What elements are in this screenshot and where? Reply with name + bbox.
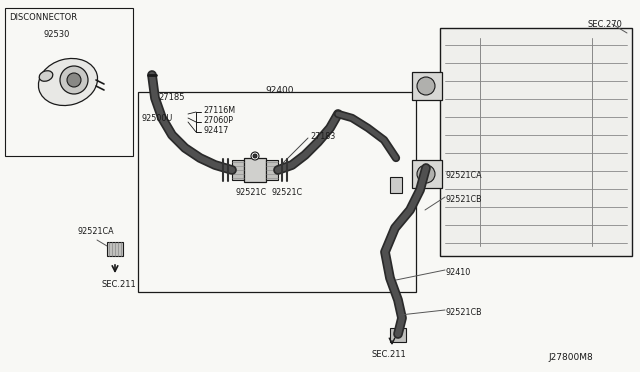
Text: 92500U: 92500U xyxy=(142,113,173,122)
Text: 92410: 92410 xyxy=(445,268,470,277)
Circle shape xyxy=(251,152,259,160)
Text: DISCONNECTOR: DISCONNECTOR xyxy=(9,13,77,22)
Bar xyxy=(107,242,123,256)
Text: 92521CA: 92521CA xyxy=(77,227,114,236)
Bar xyxy=(138,92,416,292)
Circle shape xyxy=(67,73,81,87)
Text: 92521CA: 92521CA xyxy=(446,170,483,180)
Bar xyxy=(5,8,133,156)
Circle shape xyxy=(60,66,88,94)
Circle shape xyxy=(417,77,435,95)
Text: 27185: 27185 xyxy=(158,93,184,102)
Bar xyxy=(390,177,402,193)
Circle shape xyxy=(417,165,435,183)
Text: SEC.211: SEC.211 xyxy=(101,280,136,289)
Bar xyxy=(244,158,266,182)
Text: 92400: 92400 xyxy=(265,86,294,95)
Text: 92521C: 92521C xyxy=(272,188,303,197)
Text: 27183: 27183 xyxy=(310,131,335,141)
Bar xyxy=(440,28,632,256)
Text: 92521CB: 92521CB xyxy=(445,308,482,317)
Text: 27060P: 27060P xyxy=(203,115,233,125)
Bar xyxy=(390,328,406,342)
Bar xyxy=(266,160,278,180)
Bar xyxy=(412,160,442,188)
Bar xyxy=(232,160,244,180)
Ellipse shape xyxy=(39,71,52,81)
Text: J27800M8: J27800M8 xyxy=(548,353,593,362)
Text: 92521C: 92521C xyxy=(235,188,266,197)
Text: SEC.270: SEC.270 xyxy=(587,20,622,29)
Text: 27116M: 27116M xyxy=(203,106,235,115)
Text: SEC.211: SEC.211 xyxy=(372,350,407,359)
Ellipse shape xyxy=(38,58,97,106)
Text: 92521CB: 92521CB xyxy=(445,195,482,204)
Bar xyxy=(412,72,442,100)
Text: 92417: 92417 xyxy=(203,125,228,135)
Circle shape xyxy=(253,154,257,158)
Text: 92530: 92530 xyxy=(43,30,69,39)
